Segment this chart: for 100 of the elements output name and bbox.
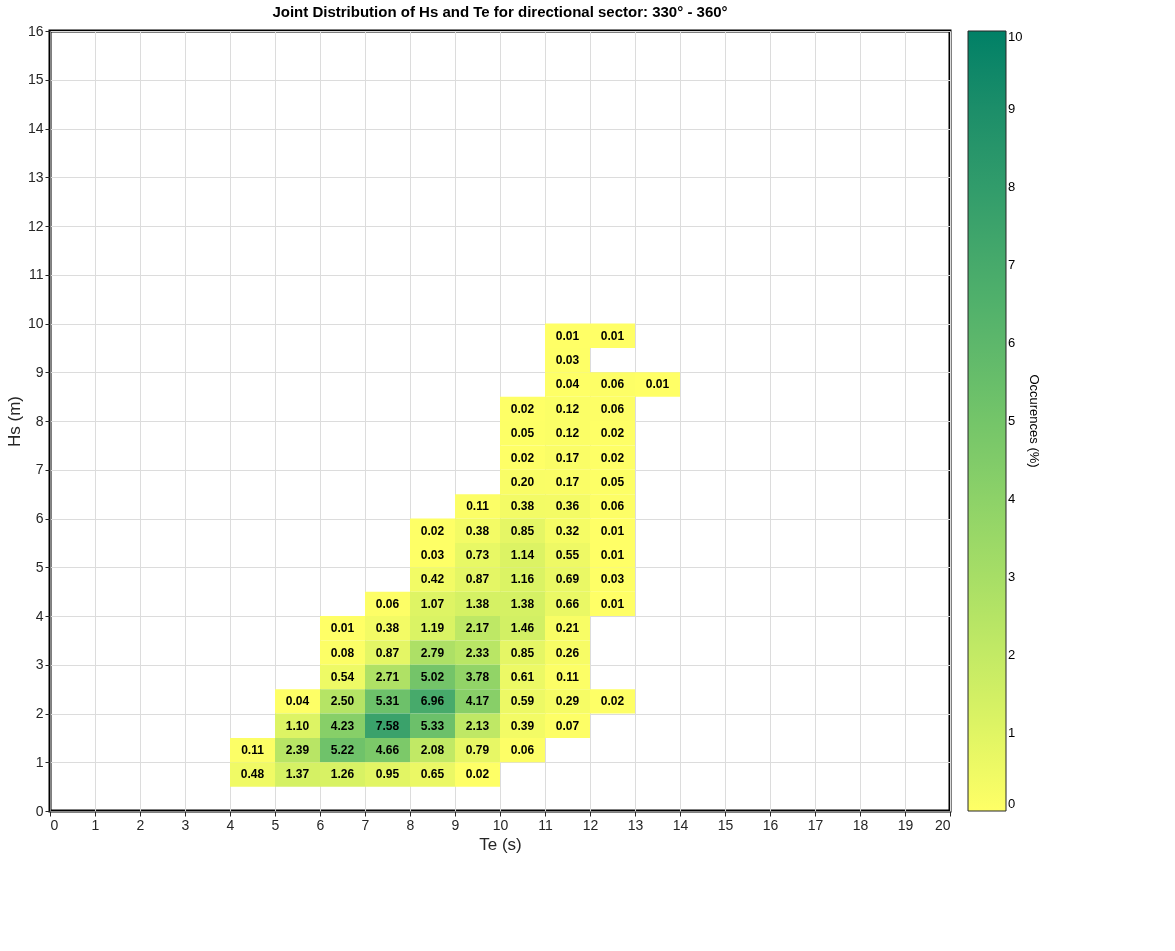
data-label: 1.38	[510, 596, 535, 611]
color-bar-label: 8	[1008, 179, 1016, 194]
data-label: 0.17	[555, 474, 580, 489]
y-tick-label: 9	[35, 363, 44, 380]
data-label: 1.14	[510, 548, 535, 563]
x-tick-label: 4	[226, 816, 235, 833]
data-label: 0.55	[555, 548, 580, 563]
data-label: 2.50	[330, 694, 355, 709]
data-label: 0.38	[510, 499, 535, 514]
data-label: 0.59	[510, 694, 535, 709]
color-bar-label: 5	[1008, 413, 1016, 428]
data-label: 0.95	[375, 767, 400, 782]
x-tick-label: 18	[852, 816, 869, 833]
data-label: 0.29	[555, 694, 580, 709]
data-label: 0.32	[555, 523, 580, 538]
x-tick-label: 2	[136, 816, 145, 833]
data-label: 0.06	[600, 377, 625, 392]
data-label: 0.39	[510, 718, 535, 733]
data-label: 0.73	[465, 548, 490, 563]
y-tick-label: 16	[27, 22, 44, 39]
data-label: 0.65	[420, 767, 445, 782]
data-label: 0.66	[555, 596, 580, 611]
data-label: 7.58	[375, 718, 400, 733]
data-label: 0.54	[330, 669, 355, 684]
data-label: 0.02	[600, 694, 625, 709]
data-label: 2.33	[465, 645, 490, 660]
x-tick-label: 14	[672, 816, 689, 833]
x-tick-label: 1	[91, 816, 100, 833]
data-label: 0.01	[330, 621, 355, 636]
data-label: 0.07	[555, 718, 580, 733]
x-tick-label: 10	[492, 816, 509, 833]
data-label: 0.04	[285, 694, 310, 709]
data-label: 2.39	[285, 743, 310, 758]
data-label: 0.36	[555, 499, 580, 514]
data-label: 0.61	[510, 669, 535, 684]
x-tick-label: 12	[582, 816, 599, 833]
data-label: 2.79	[420, 645, 445, 660]
color-bar-label: 1	[1008, 725, 1016, 740]
data-label: 0.02	[510, 401, 535, 416]
y-tick-label: 2	[35, 705, 44, 721]
x-axis-title: Te (s)	[479, 834, 522, 854]
data-label: 0.85	[510, 645, 535, 660]
y-tick-label: 14	[27, 120, 44, 136]
data-label: 0.17	[555, 450, 580, 465]
x-tick-label: 3	[181, 816, 190, 833]
data-label: 0.03	[555, 353, 580, 368]
data-label: 0.21	[555, 621, 580, 636]
y-tick-label: 3	[35, 656, 44, 673]
data-label: 0.26	[555, 645, 580, 660]
data-label: 0.48	[240, 767, 265, 782]
data-label: 0.06	[600, 499, 625, 514]
data-label: 0.11	[241, 743, 265, 758]
data-label: 0.02	[600, 426, 625, 441]
color-bar-label: 0	[1008, 796, 1016, 811]
color-bar-label: 6	[1008, 335, 1016, 350]
data-label: 1.07	[420, 596, 445, 611]
data-label: 2.17	[465, 621, 490, 636]
data-label: 0.79	[465, 743, 490, 758]
data-label: 5.33	[420, 718, 445, 733]
data-label: 5.31	[375, 694, 400, 709]
data-label: 0.38	[465, 523, 490, 538]
data-label: 2.71	[375, 669, 400, 684]
y-tick-label: 12	[27, 217, 44, 234]
color-bar-label: 10	[1008, 29, 1023, 44]
x-tick-label: 9	[451, 816, 460, 833]
y-axis-title: Hs (m)	[4, 396, 24, 447]
data-label: 0.87	[465, 572, 490, 587]
x-tick-label: 15	[717, 816, 734, 833]
data-label: 0.85	[510, 523, 535, 538]
y-tick-label: 8	[35, 412, 44, 429]
data-label: 0.12	[555, 426, 580, 441]
x-tick-label: 6	[316, 816, 325, 833]
x-tick-label: 13	[627, 816, 644, 833]
data-label: 0.69	[555, 572, 580, 587]
data-label: 0.06	[600, 401, 625, 416]
y-tick-label: 1	[35, 753, 44, 770]
x-tick-label: 0	[50, 816, 59, 833]
color-bar-label: 7	[1008, 257, 1016, 272]
data-label: 0.42	[420, 572, 445, 587]
data-label: 0.03	[600, 572, 625, 587]
y-tick-label: 7	[35, 461, 44, 478]
data-label: 2.08	[420, 743, 445, 758]
data-label: 4.23	[330, 718, 355, 733]
data-label: 5.22	[330, 743, 355, 758]
data-label: 0.05	[600, 474, 625, 489]
y-tick-label: 0	[35, 802, 44, 819]
data-label: 3.78	[465, 669, 490, 684]
color-bar-label: 4	[1008, 491, 1016, 506]
y-tick-label: 13	[27, 168, 44, 185]
x-tick-label: 17	[807, 816, 824, 833]
data-label: 0.02	[600, 450, 625, 465]
y-tick-label: 4	[35, 607, 44, 624]
data-label: 0.01	[600, 523, 625, 538]
data-label: 0.04	[555, 377, 580, 392]
data-label: 1.16	[510, 572, 535, 587]
x-tick-label: 8	[406, 816, 415, 833]
x-tick-label: 19	[897, 816, 914, 833]
y-tick-label: 10	[27, 315, 44, 331]
data-label: 0.11	[466, 499, 490, 514]
x-tick-label: 11	[538, 816, 553, 833]
